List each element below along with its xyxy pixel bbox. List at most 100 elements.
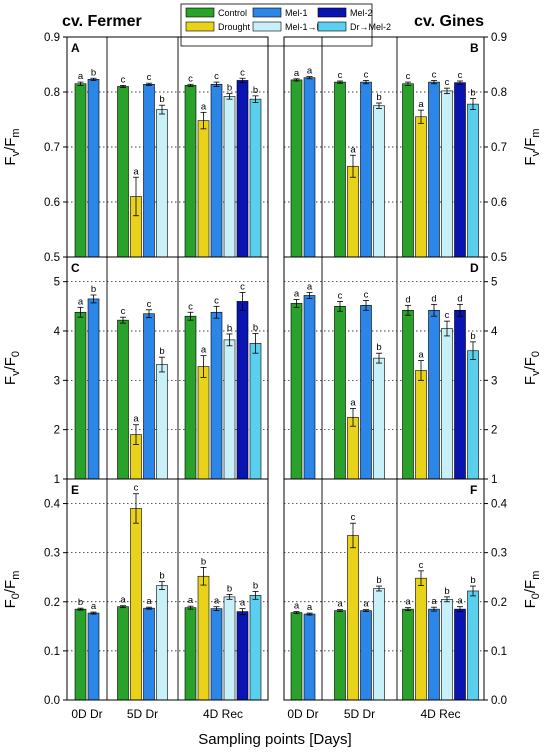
bar-E-mel-1-4d-rec bbox=[210, 608, 223, 701]
legend: Control Drought Mel-1 Mel-1→Dr Mel-2 Dr→Mel-2 bbox=[180, 3, 391, 47]
bar-C-mel-2-4d-rec bbox=[236, 301, 249, 480]
significance-letter: a bbox=[294, 288, 300, 299]
bar-F-mel-1-dr-5d-dr bbox=[373, 588, 385, 701]
bar-C-mel-1-0d-dr bbox=[87, 298, 100, 480]
y-axis-title-C: Fv/F0 bbox=[2, 351, 22, 385]
bar-A-control-5d-dr bbox=[117, 86, 129, 258]
x-tick-label-5d-dr: 5D Dr bbox=[344, 707, 375, 721]
significance-letter: c bbox=[338, 70, 343, 81]
bar-A-control-0d-dr bbox=[74, 83, 87, 258]
bar-D-control-4d-rec bbox=[402, 309, 414, 480]
significance-letter: b bbox=[376, 575, 381, 586]
significance-letter: c bbox=[445, 77, 450, 88]
bar-A-control-4d-rec bbox=[184, 85, 197, 258]
x-tick-label-0d-dr: 0D Dr bbox=[71, 707, 102, 721]
y-tick-label: 0.7 bbox=[491, 142, 507, 154]
bar-E-drought-5d-dr bbox=[130, 508, 142, 701]
x-tick-label-0d-dr: 0D Dr bbox=[287, 707, 318, 721]
significance-letter: a bbox=[307, 602, 313, 613]
y-tick-label: 1 bbox=[54, 474, 60, 486]
legend-swatch-drought bbox=[185, 21, 215, 32]
significance-letter: d bbox=[457, 293, 462, 304]
bar-C-mel-1-dr-4d-rec bbox=[223, 339, 236, 480]
bar-B-control-0d-dr bbox=[290, 79, 303, 258]
cultivar-title-left: cv. Fermer bbox=[62, 13, 142, 30]
y-tick-label: 2 bbox=[491, 425, 497, 437]
panel-letter-A: A bbox=[71, 41, 80, 55]
significance-letter: a bbox=[133, 166, 139, 177]
legend-swatch-dr-mel-2 bbox=[317, 21, 347, 32]
bar-F-mel-1-4d-rec bbox=[428, 608, 440, 701]
significance-letter: c bbox=[338, 290, 343, 301]
significance-letter: b bbox=[78, 597, 83, 608]
x-tick-label-4d-rec: 4D Rec bbox=[203, 707, 243, 721]
significance-letter: a bbox=[418, 350, 424, 361]
bar-D-mel-1-0d-dr bbox=[303, 295, 316, 480]
bar-D-dr-mel-2-4d-rec bbox=[467, 350, 479, 480]
y-axis-title-A: Fv/Fm bbox=[2, 128, 22, 165]
x-tick-labels: 0D Dr 5D Dr 4D Rec 0D Dr 5D Dr 4D Rec bbox=[71, 707, 460, 721]
bar-F-drought-5d-dr bbox=[347, 535, 359, 701]
bar-E-mel-2-4d-rec bbox=[236, 611, 249, 701]
bar-F-mel-1-0d-dr bbox=[303, 613, 316, 701]
y-tick-label: 0.3 bbox=[44, 548, 60, 560]
y-tick-label: 0.4 bbox=[44, 499, 61, 511]
legend-label-mel-2: Mel-2 bbox=[350, 8, 373, 18]
y-axis-title-E: F0/Fm bbox=[2, 571, 22, 609]
bar-E-control-5d-dr bbox=[117, 606, 129, 701]
legend-label-drought: Drought bbox=[218, 22, 251, 32]
bar-E-control-0d-dr bbox=[74, 608, 87, 701]
legend-swatch-mel-1 bbox=[252, 7, 282, 18]
significance-letter: a bbox=[240, 598, 246, 609]
bar-A-mel-1-dr-5d-dr bbox=[156, 109, 168, 258]
bar-A-mel-1-5d-dr bbox=[143, 84, 155, 258]
bar-B-dr-mel-2-4d-rec bbox=[467, 103, 479, 258]
bar-C-mel-1-dr-5d-dr bbox=[156, 364, 168, 480]
bar-A-mel-1-4d-rec bbox=[210, 84, 223, 258]
bar-B-mel-2-4d-rec bbox=[454, 82, 466, 258]
bar-E-mel-1-0d-dr bbox=[87, 612, 100, 701]
bar-D-mel-1-5d-dr bbox=[360, 305, 372, 480]
significance-letter: a bbox=[78, 71, 84, 82]
y-tick-label: 0.9 bbox=[491, 32, 507, 44]
significance-letter: c bbox=[406, 71, 411, 82]
y-tick-label: 4 bbox=[491, 326, 498, 338]
x-tick-label-4d-rec: 4D Rec bbox=[420, 707, 460, 721]
bar-C-mel-1-5d-dr bbox=[143, 313, 155, 480]
bar-C-control-5d-dr bbox=[117, 319, 129, 480]
significance-letter: a bbox=[78, 296, 84, 307]
y-tick-label: 0.3 bbox=[491, 548, 507, 560]
significance-letter: c bbox=[214, 71, 219, 82]
significance-letter: c bbox=[458, 70, 463, 81]
legend-swatch-mel-1-dr bbox=[252, 21, 282, 32]
bar-E-mel-1-dr-4d-rec bbox=[223, 596, 236, 701]
significance-letter: a bbox=[120, 595, 126, 606]
significance-letter: c bbox=[121, 74, 126, 85]
significance-letter: b bbox=[253, 322, 258, 333]
bar-F-control-5d-dr bbox=[334, 610, 346, 701]
y-tick-label: 0.1 bbox=[491, 646, 507, 658]
significance-letter: c bbox=[432, 69, 437, 80]
bar-A-dr-mel-2-4d-rec bbox=[249, 98, 262, 258]
significance-letter: b bbox=[91, 67, 96, 78]
significance-letter: b bbox=[227, 583, 232, 594]
bar-B-mel-1-4d-rec bbox=[428, 81, 440, 258]
bar-B-mel-1-5d-dr bbox=[360, 81, 372, 258]
bar-E-mel-1-dr-5d-dr bbox=[156, 585, 168, 701]
significance-letter: b bbox=[444, 586, 449, 597]
bar-D-drought-4d-rec bbox=[415, 370, 427, 480]
bar-A-mel-1-dr-4d-rec bbox=[223, 96, 236, 258]
y-tick-label: 0.7 bbox=[44, 142, 60, 154]
significance-letter: b bbox=[376, 342, 381, 353]
legend-label-mel-1-dr: Mel-1→Dr bbox=[285, 22, 326, 32]
significance-letter: a bbox=[431, 596, 437, 607]
y-tick-label: 0.6 bbox=[491, 197, 507, 209]
significance-letter: c bbox=[147, 72, 152, 83]
bar-F-dr-mel-2-4d-rec bbox=[467, 590, 479, 701]
significance-letter: c bbox=[121, 306, 126, 317]
significance-letter: a bbox=[350, 144, 356, 155]
